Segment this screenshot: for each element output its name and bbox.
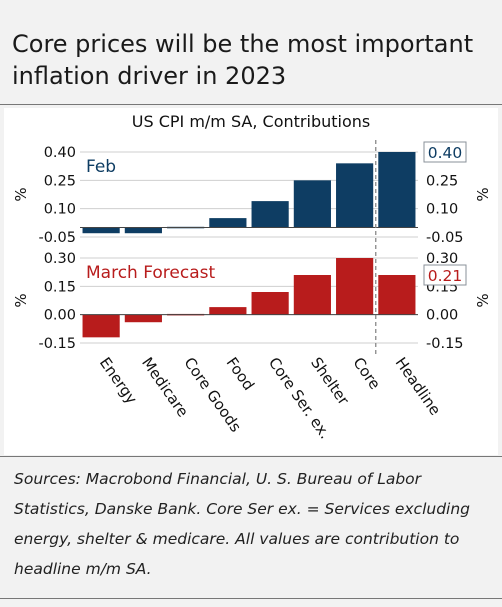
series-label: March Forecast [86,263,215,283]
series-label: Feb [86,157,116,177]
bar-core [336,163,374,228]
bar-medicare [124,314,162,323]
bar-shelter [293,180,331,228]
y-tick-label-right: -0.05 [426,230,464,246]
y-tick-label-left: 0.00 [44,308,76,324]
y-tick-label-left: 0.40 [44,145,76,161]
chart-panel [4,108,498,455]
y-axis-label-left: % [12,293,30,307]
value-callout: 0.40 [428,144,463,162]
y-tick-label-left: 0.10 [44,202,76,218]
top-divider [0,104,502,105]
category-label: Core [349,354,384,393]
y-tick-label-left: -0.05 [38,230,76,246]
value-callout-box [423,141,467,163]
value-callout: 0.21 [428,267,463,285]
y-tick-label-left: -0.15 [38,336,76,352]
bar-energy [82,227,120,234]
footer-divider [0,598,502,599]
value-callout-box [423,264,467,286]
bottom-divider [0,456,502,457]
y-tick-label-right: 0.00 [426,308,458,324]
y-tick-label-right: 0.10 [426,202,458,218]
bar-headline [378,152,416,228]
y-axis-label-right: % [474,293,492,307]
y-tick-label-right: -0.15 [426,336,464,352]
y-axis-label-right: % [474,187,492,201]
bar-core [336,258,374,315]
category-label: Headline [392,354,445,419]
category-label: Shelter [307,354,353,409]
bar-headline [378,275,416,315]
category-label: Food [223,354,258,394]
y-tick-label-right: 0.30 [426,251,458,267]
chart-subtitle: US CPI m/m SA, Contributions [131,112,371,131]
y-tick-label-right: 0.25 [426,173,458,189]
bar-food [209,307,247,315]
bar-energy [82,314,120,338]
bar-medicare [124,227,162,234]
y-tick-label-left: 0.30 [44,251,76,267]
bar-core-ser-ex- [251,292,289,315]
chart-svg: 0.40 0.40 0.25 0.25 0.10 0.10 -0.05 -0.05 Feb%% 0… [12,140,492,442]
source-note: Sources: Macrobond Financial, U. S. Bure… [14,470,471,578]
chart-title: Core prices will be the most important i… [12,30,474,90]
y-axis-label-left: % [12,187,30,201]
y-tick-label-left: 0.25 [44,173,76,189]
category-label: Energy [96,354,141,407]
bar-core-ser-ex- [251,201,289,228]
y-tick-label-left: 0.15 [44,279,76,295]
bar-food [209,218,247,228]
bar-shelter [293,275,331,315]
